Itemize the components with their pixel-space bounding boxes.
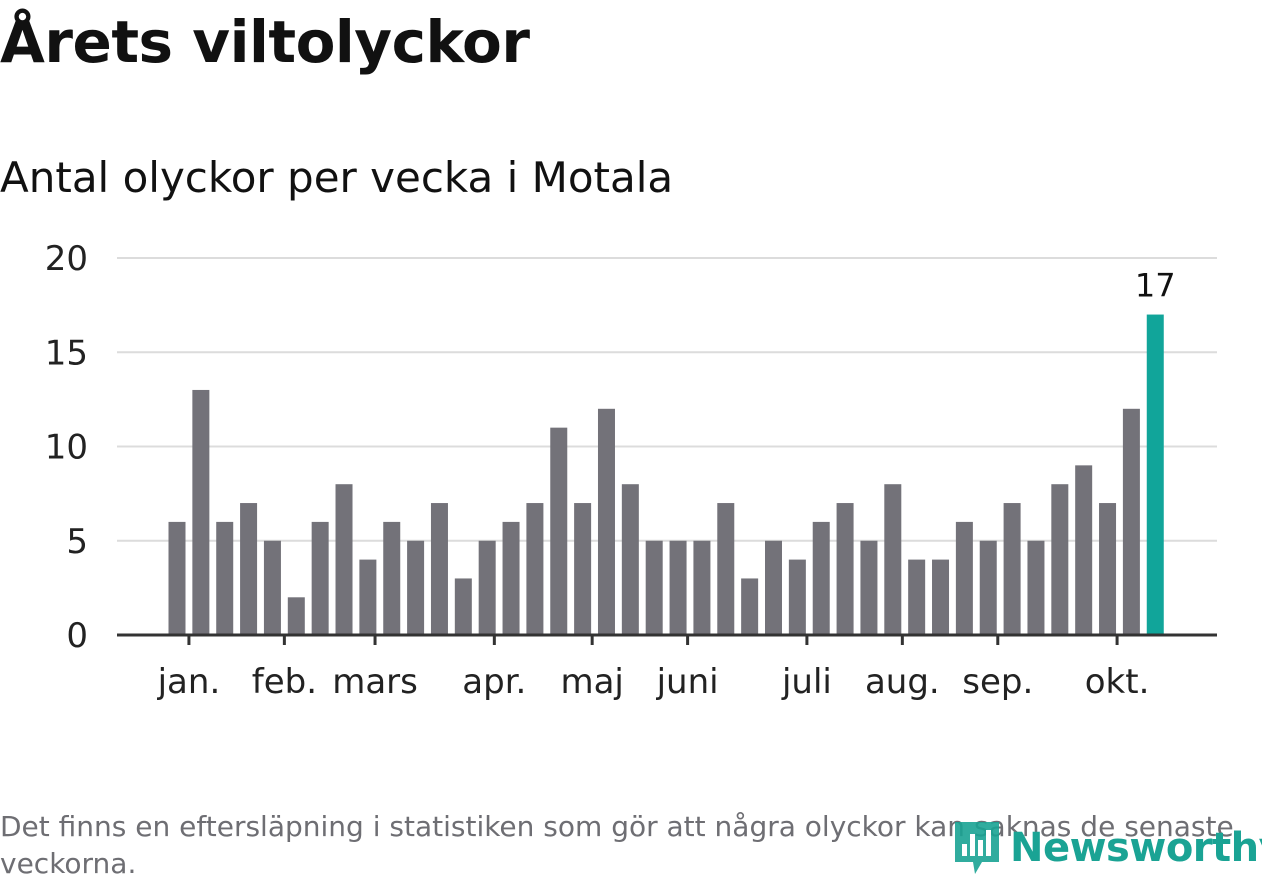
bar xyxy=(478,540,496,635)
bar xyxy=(192,389,210,635)
y-tick-label: 0 xyxy=(66,616,88,656)
x-tick-label: feb. xyxy=(252,662,317,702)
bar xyxy=(311,521,329,635)
bar xyxy=(502,521,520,635)
x-tick-label: apr. xyxy=(462,662,526,702)
bar xyxy=(836,503,854,635)
bar xyxy=(240,503,258,635)
x-tick-label: jan. xyxy=(157,662,221,702)
data-label: 17 xyxy=(1135,267,1176,305)
bar xyxy=(287,597,305,635)
bar xyxy=(860,540,878,635)
chart-subtitle: Antal olyckor per vecka i Motala xyxy=(0,153,674,202)
bar xyxy=(216,521,234,635)
bar xyxy=(645,540,663,635)
bar xyxy=(597,408,615,635)
bar xyxy=(741,578,759,635)
bar xyxy=(693,540,711,635)
newsworthy-brand: Newsworthy xyxy=(952,818,1262,878)
bar-chart: 0 5 10 15 20 17 jan. feb. mars apr. maj juni juli aug… xyxy=(45,239,1217,702)
bar xyxy=(621,484,639,635)
highlight-bar xyxy=(1146,314,1164,635)
y-tick-label: 5 xyxy=(66,522,88,562)
x-tick-label: maj xyxy=(560,662,623,702)
bar xyxy=(430,503,448,635)
bar xyxy=(550,427,568,635)
y-tick-label: 10 xyxy=(45,428,88,468)
bar xyxy=(1122,408,1140,635)
bar xyxy=(812,521,830,635)
newsworthy-logo-icon xyxy=(955,822,999,874)
bar xyxy=(884,484,902,635)
bar xyxy=(955,521,973,635)
bar xyxy=(335,484,353,635)
x-tick-label: juni xyxy=(656,662,719,702)
brand-name: Newsworthy xyxy=(1010,825,1262,871)
x-tick-label: okt. xyxy=(1085,662,1150,702)
chart-title: Årets viltolyckor xyxy=(0,8,530,76)
bar xyxy=(263,540,281,635)
bar xyxy=(407,540,425,635)
footnote: Det finns en eftersläpning i statistiken… xyxy=(0,810,1234,880)
bar xyxy=(788,559,806,635)
bar xyxy=(717,503,735,635)
bar xyxy=(1075,465,1093,635)
y-tick-label: 15 xyxy=(45,333,88,373)
bar xyxy=(979,540,997,635)
bar xyxy=(168,521,186,635)
bar xyxy=(765,540,782,635)
bar xyxy=(1051,484,1069,635)
bar xyxy=(908,559,926,635)
bar xyxy=(383,521,401,635)
bar xyxy=(1099,503,1117,635)
bar xyxy=(932,559,950,635)
bar xyxy=(1003,503,1021,635)
bar xyxy=(526,503,544,635)
bar xyxy=(1027,540,1045,635)
bar xyxy=(669,540,687,635)
x-tick-label: mars xyxy=(332,662,418,702)
bar xyxy=(359,559,377,635)
x-tick-label: juli xyxy=(781,662,832,702)
x-tick-label: sep. xyxy=(962,662,1033,702)
y-tick-label: 20 xyxy=(45,239,88,279)
bar xyxy=(454,578,472,635)
x-tick-label: aug. xyxy=(865,662,940,702)
bar xyxy=(574,503,592,635)
